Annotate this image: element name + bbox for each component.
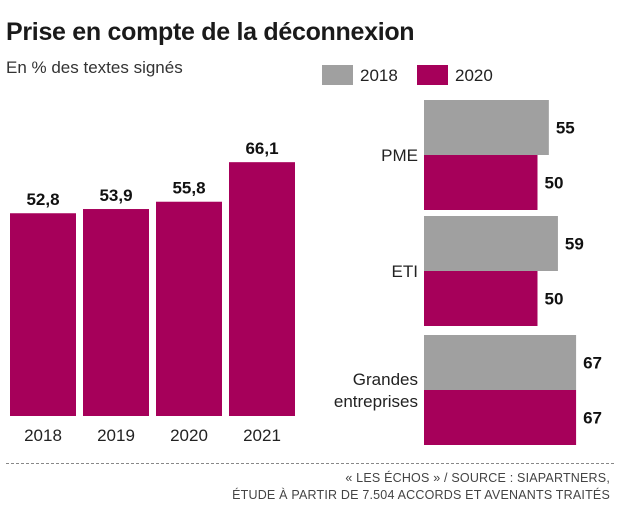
category-label-eti: ETI [392, 262, 418, 281]
data-label-grandes-entreprises-2018: 67 [583, 354, 602, 373]
x-tick-label-2019: 2019 [97, 426, 135, 445]
bar-2019 [83, 209, 149, 416]
category-label-pme: PME [381, 146, 418, 165]
x-tick-label-2020: 2020 [170, 426, 208, 445]
bar-2018 [10, 213, 76, 416]
bar-2020 [156, 201, 222, 416]
legend: 2018 2020 [322, 65, 493, 85]
chart-subtitle: En % des textes signés [6, 58, 183, 77]
legend-swatch-2018 [322, 65, 353, 85]
chart-canvas: 52,8 2018 53,9 2019 55,8 2020 66,1 2021 55 50 PME… [10, 65, 602, 445]
data-label-2020: 55,8 [172, 179, 205, 198]
data-label-2018: 52,8 [26, 190, 59, 209]
source-line-2: ÉTUDE À PARTIR DE 7.504 ACCORDS ET AVENA… [232, 488, 610, 502]
data-label-pme-2020: 50 [545, 174, 564, 193]
data-label-pme-2018: 55 [556, 119, 575, 138]
bar-pme-2018 [424, 100, 549, 155]
bar-pme-2020 [424, 155, 538, 210]
bar-eti-2020 [424, 271, 538, 326]
company-size-bar-chart: 55 50 PME 59 50 ETI 67 67 Grandes entreprises [334, 100, 602, 445]
source-divider [6, 463, 614, 464]
data-label-grandes-entreprises-2020: 67 [583, 409, 602, 428]
x-tick-label-2018: 2018 [24, 426, 62, 445]
category-label-grandes-entreprises-line-1: Grandes [353, 370, 418, 389]
data-label-2021: 66,1 [245, 139, 278, 158]
source-line-1: « LES ÉCHOS » / SOURCE : SIAPARTNERS, [345, 471, 610, 485]
bar-grandes-entreprises-2020 [424, 390, 577, 445]
bar-eti-2018 [424, 216, 558, 271]
legend-swatch-2020 [417, 65, 448, 85]
legend-label-2018: 2018 [360, 66, 398, 85]
source-note: « LES ÉCHOS » / SOURCE : SIAPARTNERS, ÉT… [232, 470, 610, 504]
chart-title: Prise en compte de la déconnexion [6, 18, 415, 46]
data-label-2019: 53,9 [99, 186, 132, 205]
bar-grandes-entreprises-2018 [424, 335, 577, 390]
category-label-grandes-entreprises-line-2: entreprises [334, 392, 418, 411]
legend-label-2020: 2020 [455, 66, 493, 85]
bar-2021 [229, 162, 295, 416]
x-tick-label-2021: 2021 [243, 426, 281, 445]
data-label-eti-2020: 50 [545, 290, 564, 309]
yearly-bar-chart: 52,8 2018 53,9 2019 55,8 2020 66,1 2021 [10, 139, 295, 445]
data-label-eti-2018: 59 [565, 235, 584, 254]
